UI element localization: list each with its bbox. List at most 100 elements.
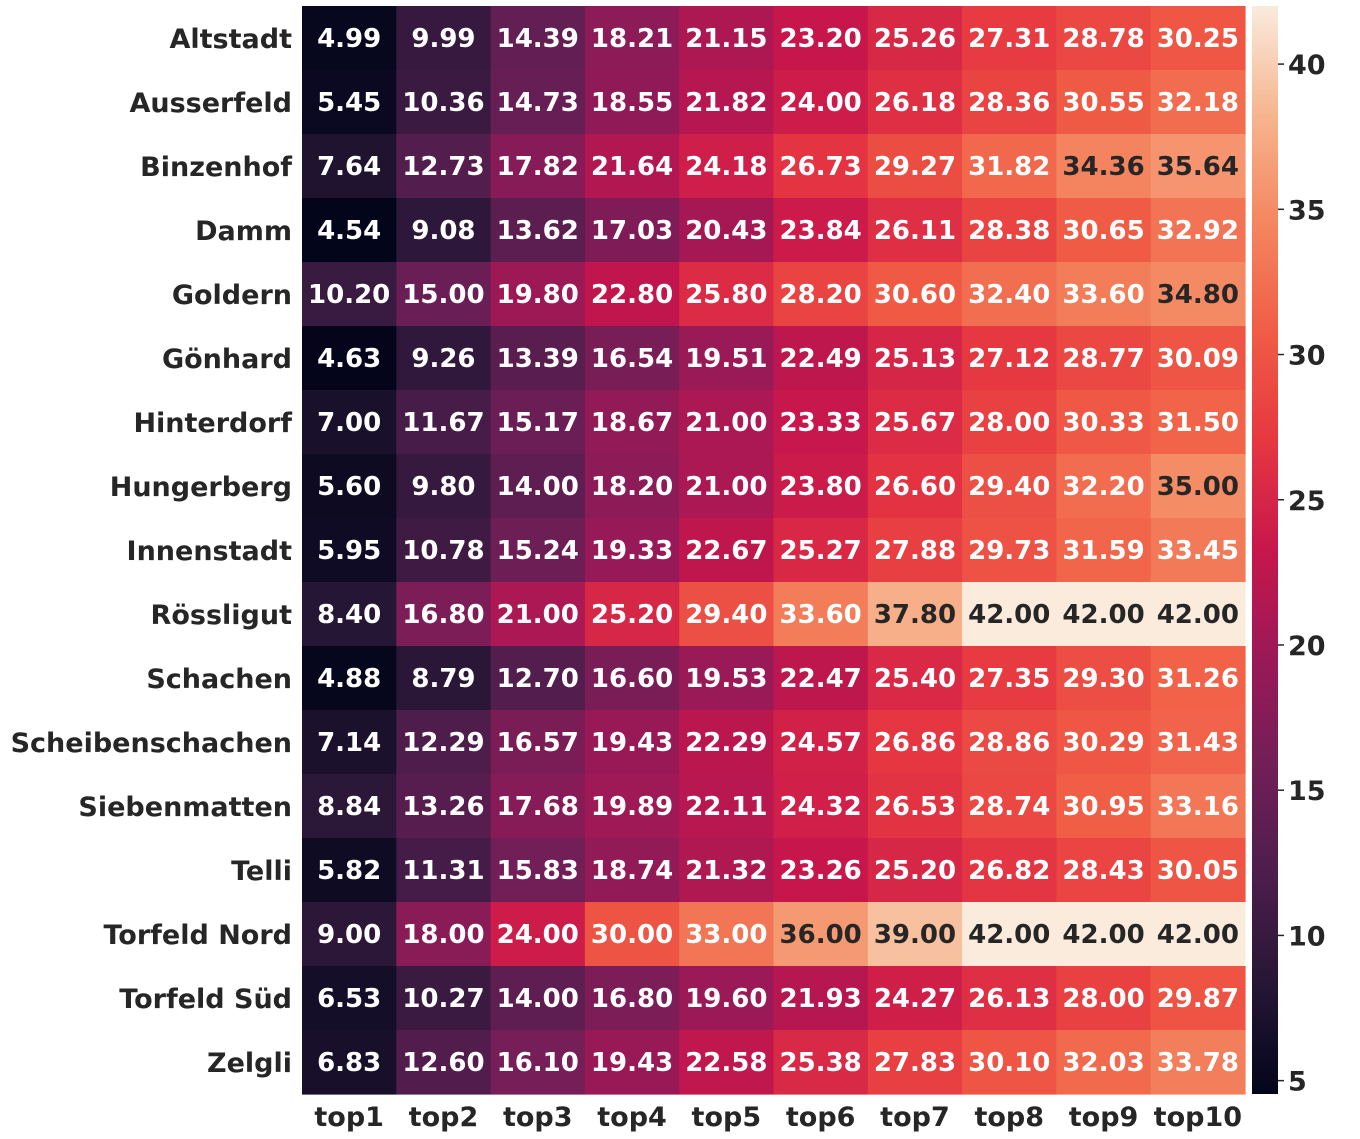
cell-value-label: 30.33 — [1062, 408, 1144, 438]
heatmap-cell — [867, 390, 963, 455]
cell-value-label: 8.84 — [317, 792, 381, 822]
cell-value-label: 28.20 — [780, 280, 862, 310]
cell-value-label: 28.00 — [968, 408, 1050, 438]
colorbar-tick-label: 20 — [1288, 631, 1326, 662]
cell-value-label: 10.20 — [308, 280, 390, 310]
heatmap-cell — [490, 6, 586, 71]
heatmap-cell — [396, 326, 492, 391]
heatmap-cell — [867, 454, 963, 519]
heatmap-cell — [396, 582, 492, 647]
heatmap-cell — [1150, 774, 1246, 839]
heatmap-cell — [396, 1030, 492, 1095]
cell-value-label: 23.20 — [780, 24, 862, 54]
heatmap-cell — [1056, 262, 1152, 327]
heatmap-cell — [962, 454, 1057, 519]
heatmap-cell — [773, 198, 869, 263]
heatmap-cell — [1150, 134, 1246, 199]
heatmap-cell — [773, 902, 869, 967]
cell-value-label: 8.40 — [317, 600, 381, 630]
cell-value-label: 22.67 — [685, 536, 767, 566]
cell-value-label: 18.67 — [591, 408, 673, 438]
column-label: top7 — [880, 1102, 950, 1133]
heatmap-cell — [1150, 966, 1246, 1031]
heatmap-cell — [1150, 710, 1246, 775]
cell-value-label: 4.63 — [317, 344, 381, 374]
heatmap-cell — [962, 326, 1057, 391]
heatmap-cell — [867, 646, 963, 711]
cell-value-label: 27.31 — [968, 24, 1050, 54]
heatmap-cell — [679, 774, 775, 839]
heatmap-cell — [396, 646, 492, 711]
cell-value-label: 35.00 — [1157, 472, 1239, 502]
row-label: Zelgli — [207, 1048, 292, 1079]
cell-value-label: 15.83 — [497, 856, 579, 886]
cell-value-label: 21.32 — [685, 856, 767, 886]
heatmap-cell — [302, 710, 397, 775]
heatmap-cell — [867, 966, 963, 1031]
colorbar-tick-label: 35 — [1288, 195, 1326, 226]
row-labels: Altstadt Ausserfeld Binzenhof Damm Goldern Gö… — [11, 24, 293, 1079]
cell-value-label: 18.55 — [591, 88, 673, 118]
cell-value-label: 33.60 — [1062, 280, 1144, 310]
heatmap-cell — [1056, 134, 1152, 199]
heatmap-cell — [302, 774, 397, 839]
heatmap-cell — [773, 390, 869, 455]
cell-value-label: 30.10 — [968, 1048, 1050, 1078]
cell-value-label: 33.78 — [1157, 1048, 1239, 1078]
cell-value-label: 19.33 — [591, 536, 673, 566]
cell-value-label: 36.00 — [780, 920, 862, 950]
cell-value-label: 32.92 — [1157, 216, 1239, 246]
heatmap-cell — [1056, 582, 1152, 647]
cell-value-label: 9.80 — [411, 472, 475, 502]
cell-value-label: 12.60 — [402, 1048, 484, 1078]
heatmap-cell — [962, 774, 1057, 839]
cell-value-label: 28.00 — [1062, 984, 1144, 1014]
cell-value-label: 16.10 — [497, 1048, 579, 1078]
cell-value-label: 7.14 — [317, 728, 381, 758]
column-label: top2 — [409, 1102, 479, 1133]
cell-value-label: 22.49 — [780, 344, 862, 374]
cell-value-label: 23.80 — [780, 472, 862, 502]
heatmap-cell — [1056, 390, 1152, 455]
cell-value-label: 6.83 — [317, 1048, 381, 1078]
heatmap-cell — [679, 390, 775, 455]
heatmap-cell — [1150, 518, 1246, 583]
cell-value-label: 13.26 — [402, 792, 484, 822]
cell-value-label: 24.27 — [874, 984, 956, 1014]
heatmap-cell — [679, 710, 775, 775]
heatmap-cell — [773, 966, 869, 1031]
heatmap-cell — [773, 710, 869, 775]
cell-value-label: 33.16 — [1157, 792, 1239, 822]
heatmap-cell — [302, 518, 397, 583]
heatmap-cell — [867, 774, 963, 839]
cell-value-label: 5.95 — [317, 536, 381, 566]
heatmap-cell — [867, 70, 963, 135]
heatmap-cell — [302, 70, 397, 135]
heatmap-cell — [773, 454, 869, 519]
heatmap-cell — [490, 70, 586, 135]
heatmap-cell — [679, 326, 775, 391]
heatmap-cell — [962, 838, 1057, 903]
heatmap-cell — [962, 518, 1057, 583]
cell-value-label: 42.00 — [968, 920, 1050, 950]
cell-value-label: 30.00 — [591, 920, 673, 950]
heatmap-cell — [1150, 1030, 1246, 1095]
heatmap-cell — [584, 518, 680, 583]
heatmap-cell — [302, 6, 397, 71]
heatmap-cell — [584, 774, 680, 839]
cell-value-label: 10.78 — [402, 536, 484, 566]
heatmap-cell — [490, 390, 586, 455]
heatmap-cell — [679, 838, 775, 903]
cell-value-label: 21.15 — [685, 24, 767, 54]
cell-value-label: 29.40 — [685, 600, 767, 630]
cell-value-label: 30.29 — [1062, 728, 1144, 758]
heatmap-cell — [396, 198, 492, 263]
heatmap-cell — [773, 1030, 869, 1095]
heatmap-cell — [302, 1030, 397, 1095]
cell-value-label: 26.11 — [874, 216, 956, 246]
cell-value-label: 27.35 — [968, 664, 1050, 694]
cell-value-label: 33.00 — [685, 920, 767, 950]
cell-value-label: 5.82 — [317, 856, 381, 886]
cell-value-label: 29.87 — [1157, 984, 1239, 1014]
heatmap-cell — [490, 774, 586, 839]
